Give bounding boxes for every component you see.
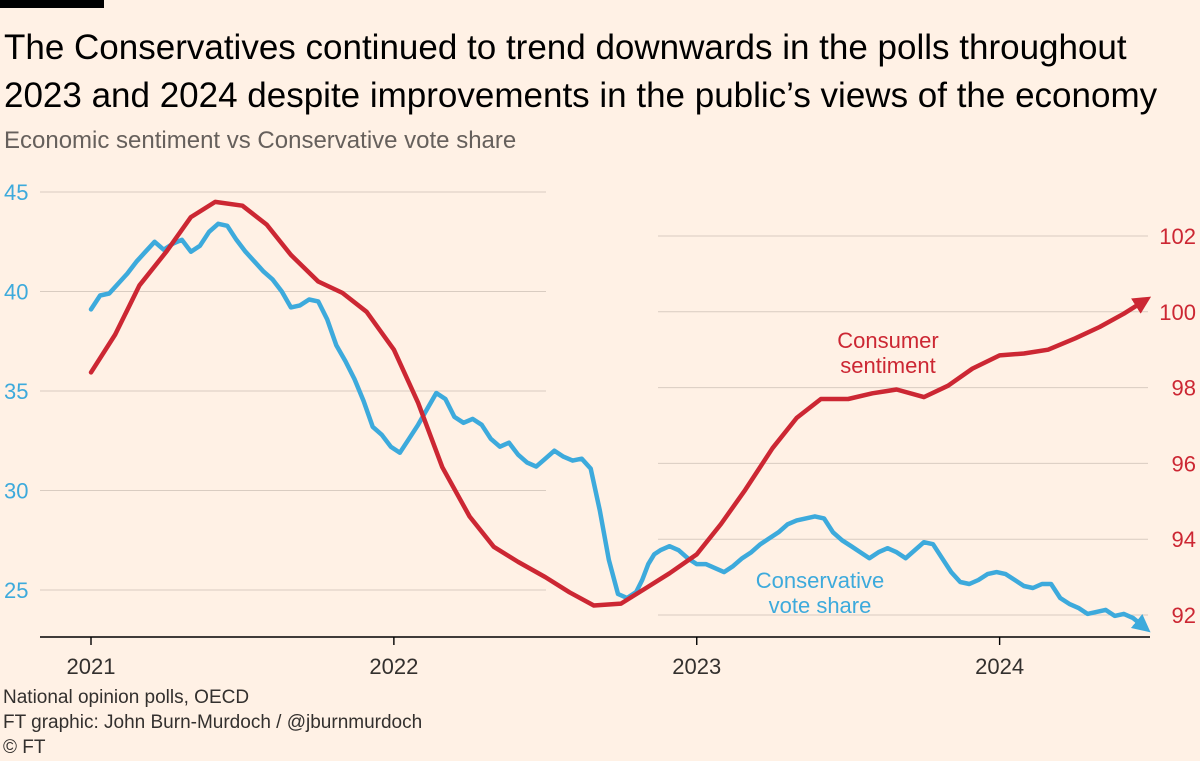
- chart-subtitle: Economic sentiment vs Conservative vote …: [4, 127, 517, 154]
- credit-note: FT graphic: John Burn-Murdoch / @jburnmu…: [3, 712, 423, 733]
- right-tick-label: 94: [1172, 527, 1196, 552]
- left-gridlines: [40, 191, 546, 591]
- right-tick-label: 96: [1172, 451, 1196, 476]
- x-tick-label: 2022: [369, 654, 418, 679]
- copyright-note: © FT: [3, 737, 46, 758]
- right-tick-label: 102: [1159, 224, 1196, 249]
- left-tick-label: 25: [4, 578, 28, 603]
- consumer-sentiment-line: [88, 199, 1152, 608]
- source-note: National opinion polls, OECD: [3, 687, 250, 708]
- chart-footer: National opinion polls, OECD FT graphic:…: [3, 685, 422, 760]
- ft-brand-bar: [0, 0, 104, 8]
- x-tick-label: 2024: [975, 654, 1024, 679]
- right-y-axis: 92 94 96 98 100 102: [1159, 224, 1196, 628]
- series-label-line: vote share: [769, 593, 872, 618]
- left-tick-label: 40: [4, 280, 28, 305]
- conservative-vote-share-line: [88, 221, 1151, 633]
- right-tick-label: 100: [1159, 300, 1196, 325]
- right-gridlines: [658, 235, 1148, 616]
- series-lines: [88, 199, 1152, 633]
- left-tick-label: 30: [4, 479, 28, 504]
- sentiment-series-label: Consumer sentiment: [837, 328, 938, 378]
- left-tick-label: 35: [4, 379, 28, 404]
- x-tick-label: 2021: [67, 654, 116, 679]
- x-axis: 2021 2022 2023 2024: [40, 636, 1150, 679]
- right-tick-label: 92: [1172, 603, 1196, 628]
- series-label-line: Consumer: [837, 328, 938, 353]
- chart-title: The Conservatives continued to trend dow…: [4, 28, 1158, 115]
- series-label-line: Conservative: [756, 568, 884, 593]
- series-label-line: sentiment: [840, 353, 935, 378]
- left-tick-label: 45: [4, 180, 28, 205]
- series-labels: Conservative vote share Consumer sentiment: [756, 328, 939, 618]
- x-tick-label: 2023: [672, 654, 721, 679]
- left-y-axis: 25 30 35 40 45: [4, 180, 28, 603]
- conservative-series-label: Conservative vote share: [756, 568, 884, 618]
- right-tick-label: 98: [1172, 376, 1196, 401]
